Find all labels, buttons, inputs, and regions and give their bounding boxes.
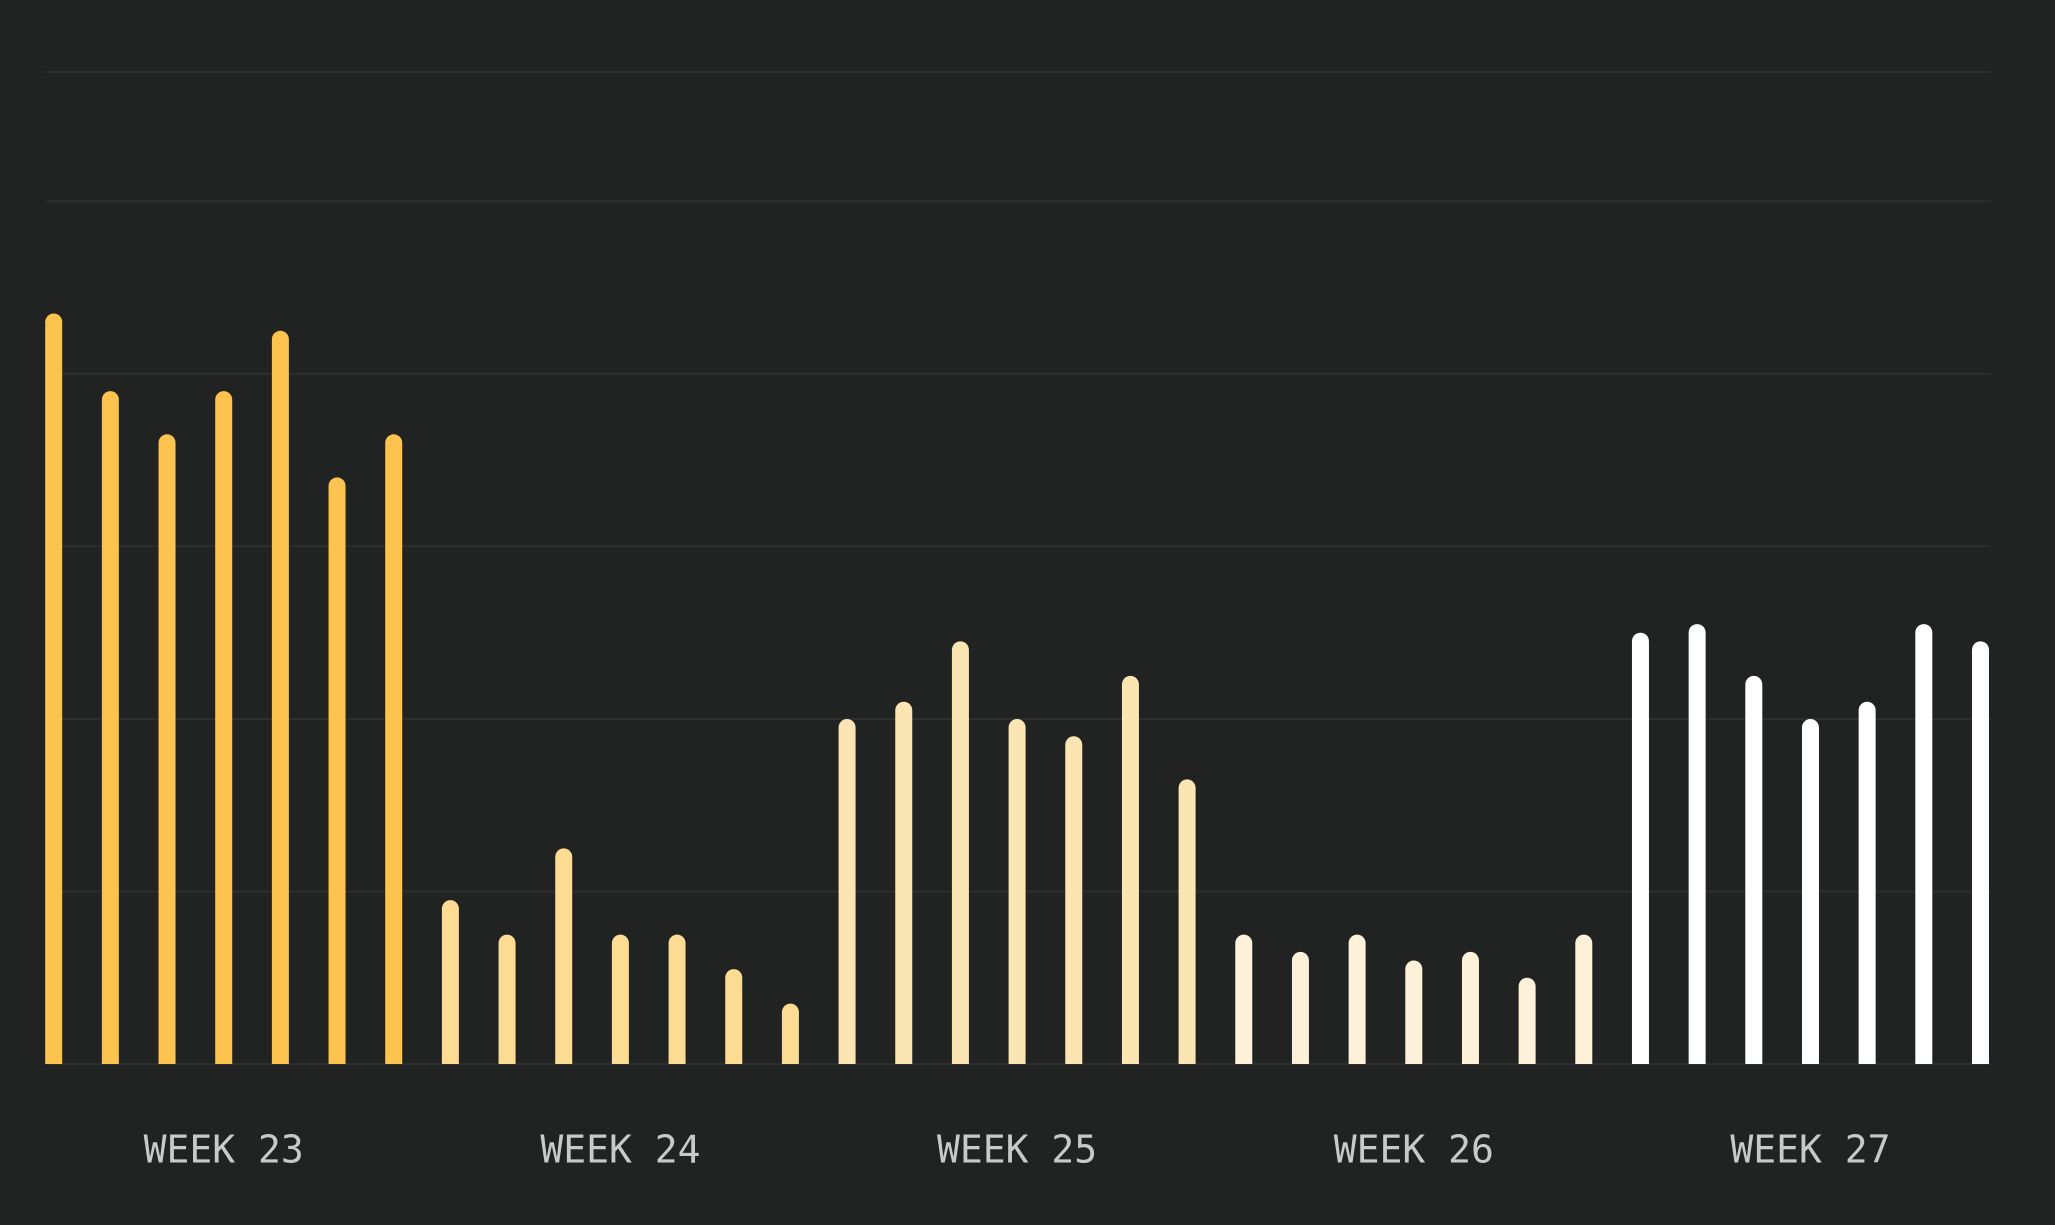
bar: [385, 434, 403, 1064]
bar: [951, 641, 969, 1064]
bar: [1745, 675, 1763, 1064]
bar: [328, 477, 346, 1064]
bar: [158, 434, 176, 1064]
bar: [1688, 624, 1706, 1064]
bar: [1858, 701, 1876, 1064]
bar: [611, 934, 629, 1064]
bar: [45, 313, 63, 1065]
bar: [1008, 718, 1026, 1064]
x-tick-label: WEEK 24: [540, 1128, 700, 1172]
bar: [781, 1003, 799, 1064]
bar: [838, 718, 856, 1064]
bar: [101, 391, 119, 1064]
bar: [271, 330, 289, 1064]
bar: [1121, 675, 1139, 1064]
bar: [895, 701, 913, 1064]
bar: [1801, 718, 1819, 1064]
bar: [668, 934, 686, 1064]
bar: [215, 391, 233, 1064]
bar: [1461, 951, 1479, 1064]
bar: [498, 934, 516, 1064]
bar: [1178, 779, 1196, 1064]
bar: [1631, 632, 1649, 1064]
bar: [555, 848, 573, 1064]
bar: [1518, 977, 1536, 1064]
x-tick-label: WEEK 23: [144, 1128, 304, 1172]
x-tick-label: WEEK 26: [1334, 1128, 1494, 1172]
bar: [1915, 624, 1933, 1064]
bar: [1291, 951, 1309, 1064]
bar: [441, 900, 459, 1064]
bar: [1971, 641, 1989, 1064]
bar: [1065, 736, 1083, 1064]
bar: [725, 969, 743, 1064]
x-tick-label: WEEK 27: [1730, 1128, 1890, 1172]
bar: [1405, 960, 1423, 1064]
bar: [1235, 934, 1253, 1064]
bar: [1348, 934, 1366, 1064]
x-tick-label: WEEK 25: [937, 1128, 1097, 1172]
bar: [1575, 934, 1593, 1064]
